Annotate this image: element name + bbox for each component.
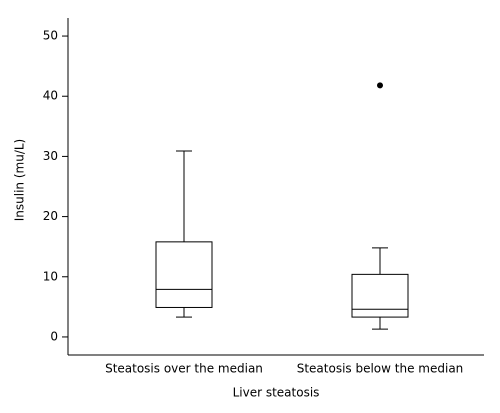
- y-tick-label: 10: [43, 269, 58, 283]
- box: [155, 241, 213, 308]
- y-tick-label: 0: [50, 329, 58, 343]
- y-tick-label: 40: [43, 89, 58, 103]
- x-tick-label: Steatosis below the median: [297, 362, 464, 376]
- y-tick-label: 20: [43, 209, 58, 223]
- box: [351, 273, 409, 318]
- x-tick-label: Steatosis over the median: [105, 362, 263, 376]
- outlier: [377, 82, 383, 89]
- y-tick-label: 30: [43, 149, 58, 163]
- y-tick-label: 50: [43, 29, 58, 43]
- y-axis-label: Insulin (mu/L): [13, 139, 27, 221]
- x-axis-label: Liver steatosis: [233, 386, 320, 400]
